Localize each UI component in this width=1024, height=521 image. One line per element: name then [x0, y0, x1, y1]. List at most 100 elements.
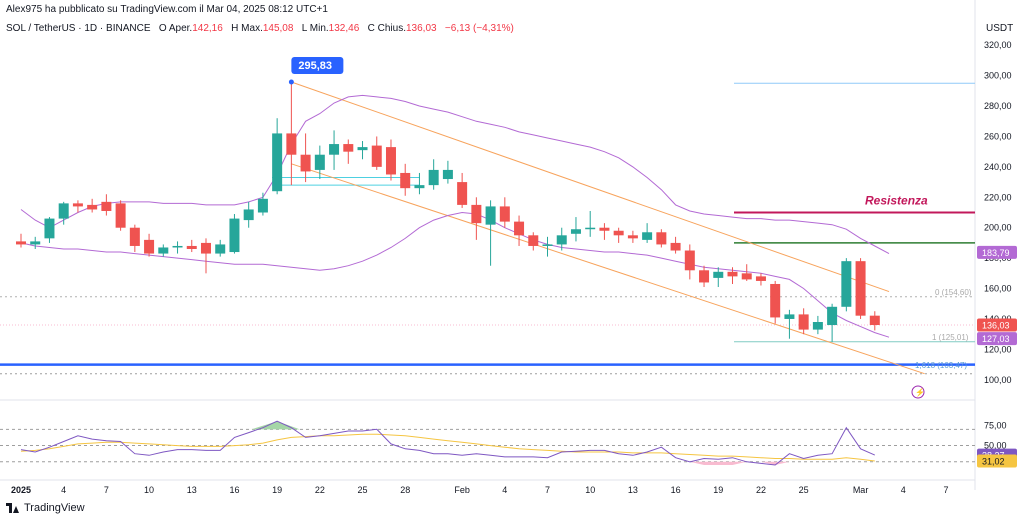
high-callout-box [291, 56, 344, 74]
price-scale-box [977, 332, 1017, 346]
high-callout-label: 295,83 [298, 60, 332, 72]
candle-body [272, 133, 283, 192]
candle-body [428, 169, 439, 186]
candle-body [400, 172, 411, 189]
high-callout-dot [288, 79, 294, 85]
candle-body [257, 198, 268, 213]
close-value: 136,03 [405, 23, 437, 34]
x-tick-label: 4 [901, 485, 906, 495]
x-tick-label: 19 [713, 485, 723, 495]
candle-body [798, 314, 809, 330]
tradingview-logo[interactable]: TradingView [6, 502, 85, 514]
x-tick-label: Mar [853, 485, 869, 495]
y-tick-label: 100,00 [984, 375, 1012, 385]
high-key: H [231, 23, 239, 34]
candle-body [87, 204, 98, 210]
low-value: 132,46 [328, 23, 360, 34]
price-scale-label: 183,79 [982, 248, 1010, 258]
x-tick-label: 4 [61, 485, 66, 495]
high-value: 145,08 [262, 23, 294, 34]
candle-body [286, 133, 297, 155]
lightning-icon [911, 385, 925, 399]
candle-body [115, 203, 126, 228]
candle-body [741, 273, 752, 280]
candle-body [613, 230, 624, 236]
candle-body [172, 245, 183, 248]
candle-body [215, 244, 226, 254]
candle-body [670, 242, 681, 251]
rsi-value-label: 31,02 [982, 456, 1005, 466]
candle-body [442, 169, 453, 180]
price-scale-label: 127,03 [982, 334, 1010, 344]
close-key: C [367, 23, 375, 34]
candle-body [30, 241, 41, 245]
candle-body [186, 245, 197, 249]
rsi-value-box [977, 454, 1017, 468]
candle-body [471, 204, 482, 224]
published-by-text: Alex975 ha pubblicato su TradingView.com… [6, 4, 328, 15]
tradingview-logo-label: TradingView [24, 502, 85, 514]
symbol-label: SOL / TetherUS · 1D · BINANCE [6, 23, 151, 34]
open-value: 142,16 [192, 23, 223, 34]
price-scale-box [977, 245, 1017, 259]
x-tick-label: 22 [756, 485, 766, 495]
candle-body [713, 271, 724, 278]
ohlc-legend: SOL / TetherUS · 1D · BINANCE O Aper.142… [6, 23, 514, 34]
channel-lower-line [291, 163, 925, 375]
candle-body [556, 235, 567, 245]
candle-body [770, 283, 781, 318]
x-tick-label: 22 [315, 485, 325, 495]
rsi-ma-line [20, 433, 875, 462]
candle-body [855, 261, 866, 316]
low-name: Min. [309, 23, 329, 34]
candle-body [101, 201, 112, 211]
candle-body [371, 145, 382, 167]
candle-body [514, 221, 525, 236]
candle-body [812, 322, 823, 330]
tradingview-logo-icon [6, 503, 20, 513]
candle-body [357, 147, 368, 151]
candle-body [627, 235, 638, 239]
x-tick-label: 10 [585, 485, 595, 495]
x-tick-label: 7 [943, 485, 948, 495]
candle-body [841, 261, 852, 307]
candle-body [528, 235, 539, 246]
x-tick-label: Feb [454, 485, 470, 495]
candle-body [129, 227, 140, 246]
candle-body [684, 250, 695, 271]
candle-body [585, 227, 596, 230]
y-tick-label: 280,00 [984, 101, 1012, 111]
candle-body [200, 242, 211, 254]
open-name: Aper. [168, 23, 193, 34]
candle-body [343, 144, 354, 152]
y-tick-label: 120,00 [984, 344, 1012, 354]
open-key: O [158, 23, 167, 34]
currency-label: USDT [986, 23, 1014, 34]
x-tick-label: 28 [400, 485, 410, 495]
candle-body [72, 203, 83, 207]
y-tick-label: 320,00 [984, 40, 1012, 50]
y-tick-label: 220,00 [984, 192, 1012, 202]
bollinger-lower [20, 211, 890, 338]
y-tick-label: 160,00 [984, 284, 1012, 294]
candle-body [314, 154, 325, 170]
candle-body [542, 244, 553, 246]
candle-body [414, 185, 425, 189]
close-name: Chius. [377, 23, 406, 34]
candle-body [229, 218, 240, 253]
candle-body [755, 276, 766, 281]
x-tick-label: 16 [671, 485, 681, 495]
x-tick-label: 7 [104, 485, 109, 495]
candle-body [300, 154, 311, 172]
candle-body [329, 144, 340, 155]
candle-body [485, 206, 496, 225]
x-tick-label: 7 [545, 485, 550, 495]
rsi-oversold-fill-1 [689, 461, 747, 466]
x-tick-label: 25 [799, 485, 809, 495]
x-tick-label: 13 [628, 485, 638, 495]
candle-body [784, 314, 795, 319]
candle-body [599, 227, 610, 231]
x-tick-label: 2025 [11, 485, 31, 495]
